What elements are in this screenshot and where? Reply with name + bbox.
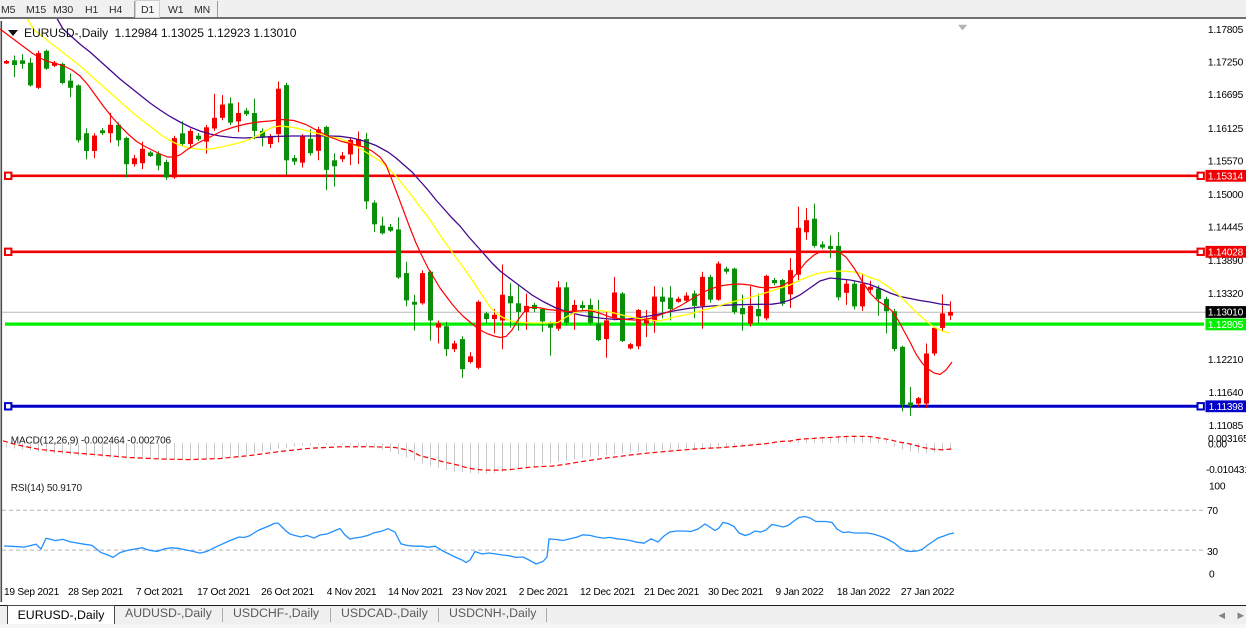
svg-text:1.12805: 1.12805: [1208, 320, 1244, 331]
svg-text:1.11085: 1.11085: [1209, 421, 1244, 432]
svg-text:0.00: 0.00: [1208, 440, 1227, 451]
svg-text:18 Jan 2022: 18 Jan 2022: [837, 587, 891, 598]
svg-text:12 Dec 2021: 12 Dec 2021: [580, 587, 636, 598]
svg-text:70: 70: [1207, 506, 1218, 517]
svg-text:19 Sep 2021: 19 Sep 2021: [4, 587, 60, 598]
svg-text:1.11398: 1.11398: [1209, 402, 1244, 413]
svg-text:21 Dec 2021: 21 Dec 2021: [644, 587, 700, 598]
svg-text:1.16125: 1.16125: [1208, 124, 1244, 135]
svg-text:4 Nov 2021: 4 Nov 2021: [327, 587, 377, 598]
svg-text:1.13320: 1.13320: [1208, 289, 1244, 300]
svg-text:1.17250: 1.17250: [1208, 58, 1244, 69]
svg-text:1.11640: 1.11640: [1209, 388, 1244, 399]
svg-text:1.14445: 1.14445: [1208, 223, 1244, 234]
svg-text:9 Jan 2022: 9 Jan 2022: [776, 587, 824, 598]
svg-text:14 Nov 2021: 14 Nov 2021: [388, 587, 444, 598]
svg-text:1.15314: 1.15314: [1208, 171, 1244, 182]
svg-text:EURUSD-,Daily 1.12984 1.13025: EURUSD-,Daily 1.12984 1.13025 1.12923 1.…: [24, 26, 297, 40]
svg-text:23 Nov 2021: 23 Nov 2021: [452, 587, 508, 598]
svg-text:-0.010431: -0.010431: [1206, 465, 1246, 476]
svg-text:7 Oct 2021: 7 Oct 2021: [136, 587, 184, 598]
svg-text:RSI(14) 50.9170: RSI(14) 50.9170: [11, 483, 83, 494]
svg-text:30: 30: [1207, 547, 1218, 558]
svg-text:100: 100: [1209, 482, 1226, 493]
svg-text:2 Dec 2021: 2 Dec 2021: [519, 587, 569, 598]
svg-text:1.12210: 1.12210: [1208, 355, 1244, 366]
svg-text:28 Sep 2021: 28 Sep 2021: [68, 587, 124, 598]
svg-text:1.17805: 1.17805: [1208, 25, 1244, 36]
svg-text:1.15570: 1.15570: [1208, 157, 1244, 168]
svg-text:MACD(12,26,9) -0.002464 -0.002: MACD(12,26,9) -0.002464 -0.002706: [11, 435, 172, 446]
svg-text:27 Jan 2022: 27 Jan 2022: [901, 587, 955, 598]
svg-text:1.14028: 1.14028: [1208, 247, 1244, 258]
svg-text:0: 0: [1209, 570, 1215, 581]
svg-text:1.13010: 1.13010: [1208, 308, 1244, 319]
svg-text:30 Dec 2021: 30 Dec 2021: [708, 587, 764, 598]
svg-text:26 Oct 2021: 26 Oct 2021: [261, 587, 314, 598]
svg-text:17 Oct 2021: 17 Oct 2021: [197, 587, 250, 598]
svg-text:1.16695: 1.16695: [1208, 90, 1244, 101]
svg-text:1.15000: 1.15000: [1208, 190, 1244, 201]
